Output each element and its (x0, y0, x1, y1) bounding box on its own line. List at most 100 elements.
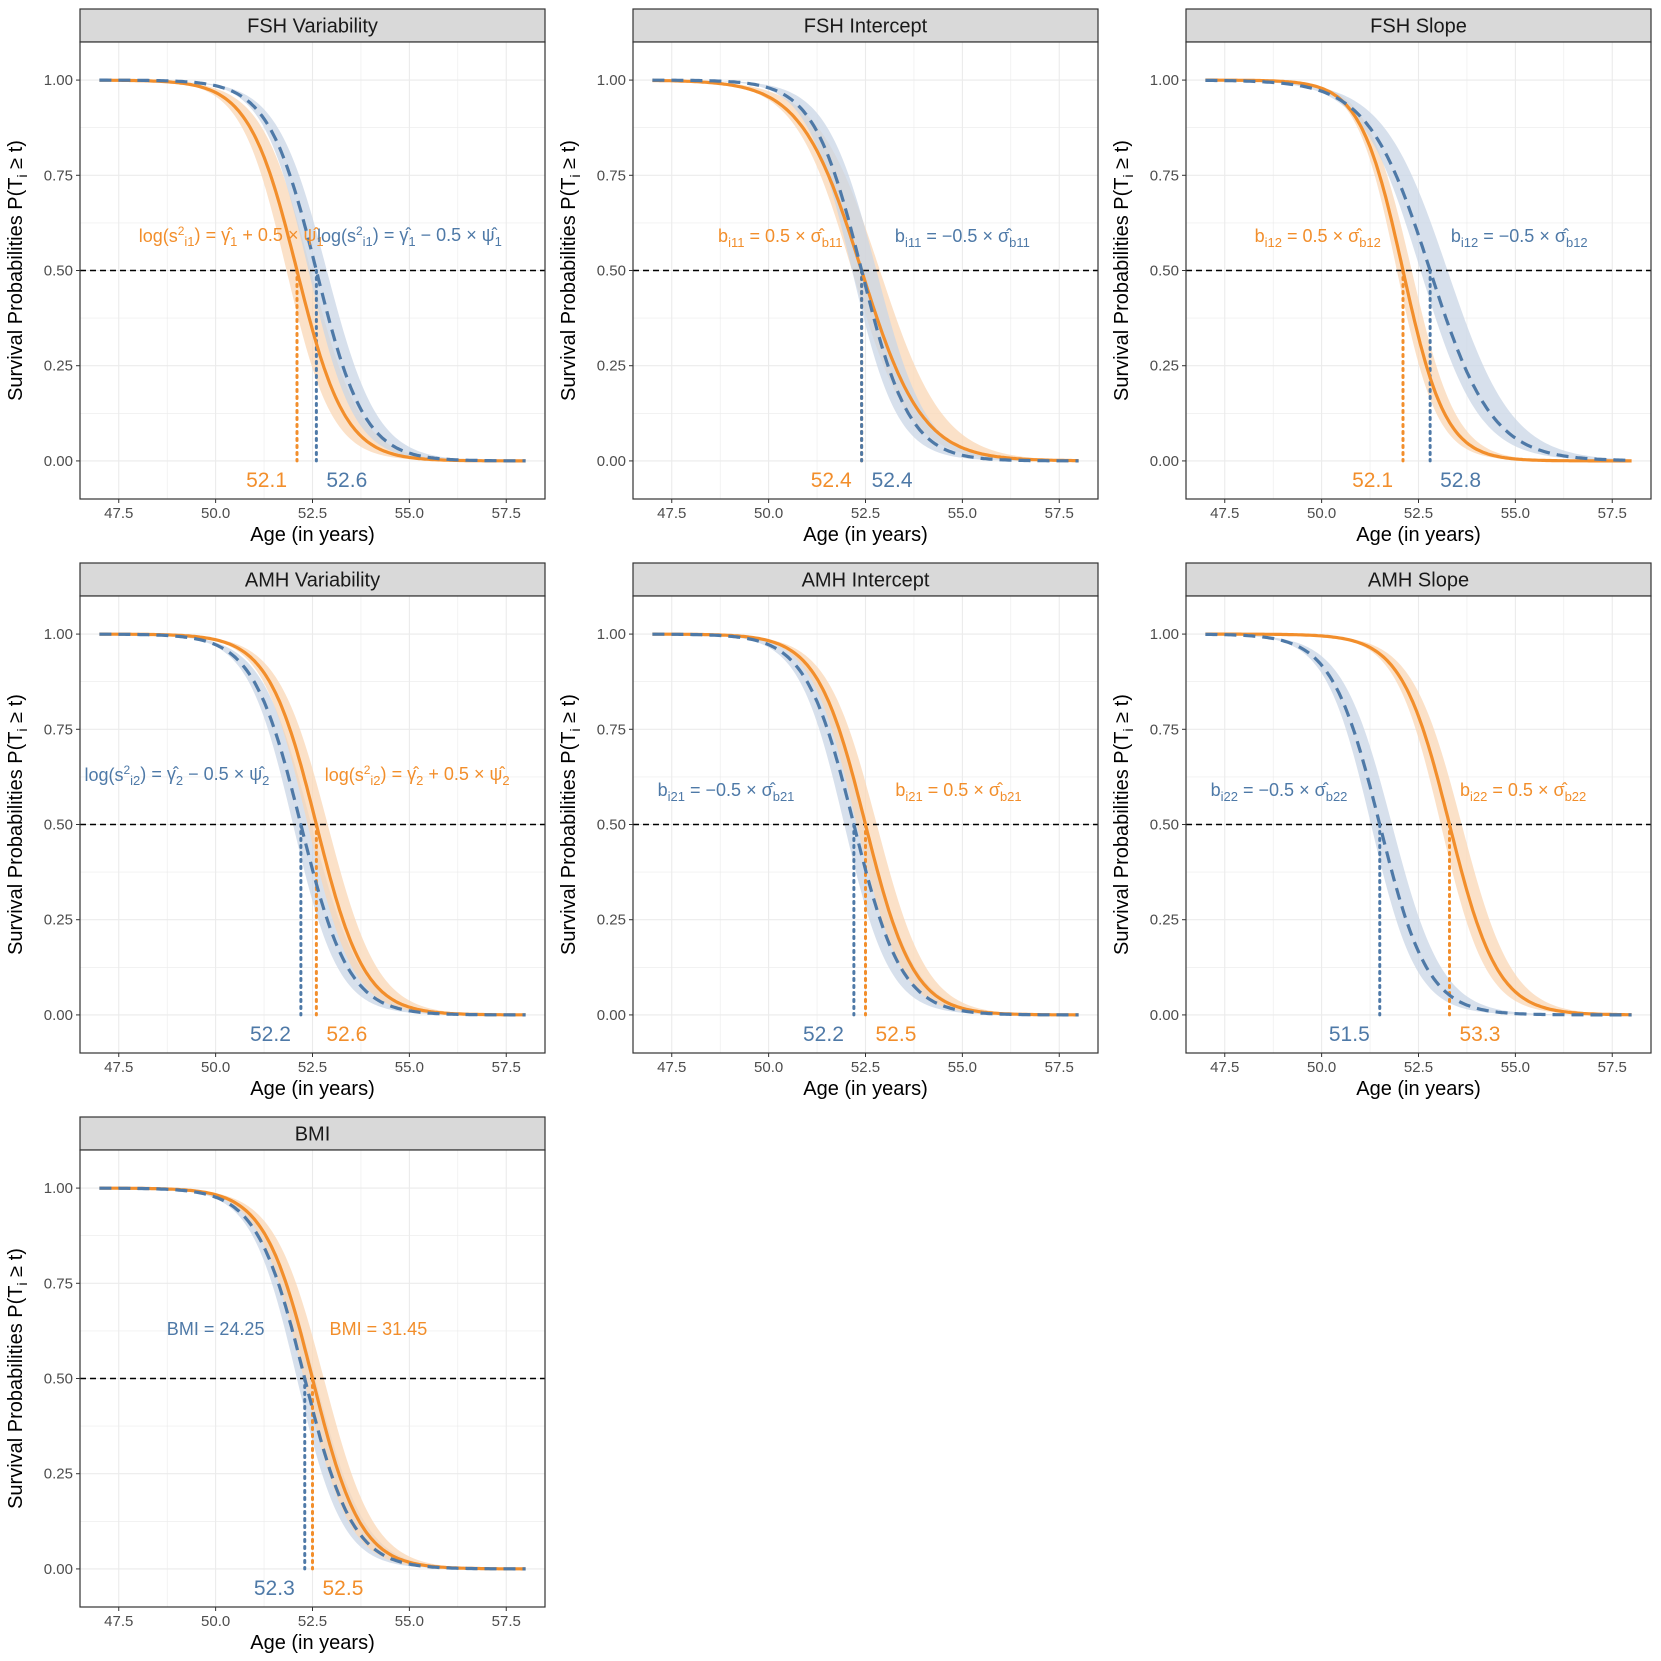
x-tick-label: 57.5 (1598, 505, 1627, 522)
y-tick-label: 0.50 (44, 263, 73, 280)
series-annotation: bi12 = 0.5 × σ̂b12 (1255, 226, 1381, 250)
survival-curve-blue (652, 78, 1079, 463)
y-tick-label: 0.50 (597, 817, 626, 834)
x-tick-label: 55.0 (395, 1059, 424, 1076)
y-tick-label: 0.00 (597, 453, 626, 470)
panel-fsh-intercept: FSH Intercept 52.4 52.4 bi11 = 0.5 × σ̂b11 b… (558, 8, 1099, 546)
facet-strip (632, 562, 1099, 597)
median-value-label: 52.1 (246, 469, 287, 492)
x-tick-label: 47.5 (657, 1059, 686, 1076)
median-value-label: 52.5 (876, 1023, 917, 1046)
x-tick-label: 50.0 (201, 1613, 230, 1630)
y-tick-label: 0.25 (1150, 358, 1179, 375)
series-annotation: BMI = 31.45 (330, 1319, 428, 1339)
x-tick-label: 57.5 (1045, 505, 1074, 522)
y-tick-label: 0.75 (44, 721, 73, 738)
survival-curve-orange (1205, 78, 1632, 463)
y-axis-title: Survival Probabilities P(Ti ≥ t) (558, 140, 583, 401)
series-annotation: bi22 = −0.5 × σ̂b22 (1211, 780, 1348, 804)
series-annotation: BMI = 24.25 (167, 1319, 265, 1339)
y-tick-label: 1.00 (44, 626, 73, 643)
panel-fsh-slope: FSH Slope 52.1 52.8 bi12 = 0.5 × σ̂b12 bi12 … (1111, 8, 1652, 546)
median-value-label: 52.8 (1440, 469, 1481, 492)
y-axis-title: Survival Probabilities P(Ti ≥ t) (5, 1248, 30, 1509)
facet-strip (79, 562, 546, 597)
y-tick-label: 0.00 (44, 1561, 73, 1578)
series-annotation: bi21 = −0.5 × σ̂b21 (658, 780, 795, 804)
x-tick-label: 57.5 (1045, 1059, 1074, 1076)
x-tick-label: 50.0 (201, 505, 230, 522)
x-tick-label: 57.5 (1598, 1059, 1627, 1076)
x-tick-label: 47.5 (104, 1059, 133, 1076)
y-tick-label: 0.75 (1150, 721, 1179, 738)
series-annotation: bi12 = −0.5 × σ̂b12 (1451, 226, 1588, 250)
series-annotation: bi22 = 0.5 × σ̂b22 (1460, 780, 1586, 804)
median-value-label: 52.1 (1352, 469, 1393, 492)
x-axis-title: Age (in years) (250, 1632, 375, 1654)
x-tick-label: 50.0 (754, 505, 783, 522)
series-annotation: log(s2i2) = γ̂2 + 0.5 × ψ̂2 (325, 763, 510, 788)
x-axis-title: Age (in years) (1356, 524, 1481, 546)
y-tick-label: 0.25 (1150, 912, 1179, 929)
x-tick-label: 57.5 (492, 505, 521, 522)
y-tick-label: 0.00 (1150, 1007, 1179, 1024)
y-axis-title: Survival Probabilities P(Ti ≥ t) (558, 694, 583, 955)
x-tick-label: 52.5 (298, 1059, 327, 1076)
y-tick-label: 0.50 (1150, 263, 1179, 280)
y-tick-label: 0.00 (44, 453, 73, 470)
y-tick-label: 0.75 (44, 1275, 73, 1292)
x-tick-label: 50.0 (201, 1059, 230, 1076)
facet-title: BMI (295, 1124, 331, 1146)
y-tick-label: 0.00 (1150, 453, 1179, 470)
y-tick-label: 0.50 (1150, 817, 1179, 834)
x-tick-label: 50.0 (1307, 505, 1336, 522)
x-axis-title: Age (in years) (250, 1078, 375, 1100)
median-value-label: 52.6 (326, 1023, 367, 1046)
x-axis-title: Age (in years) (1356, 1078, 1481, 1100)
survival-curve-blue (99, 1186, 526, 1571)
series-annotation: log(s2i1) = γ̂1 + 0.5 × ψ̂1 (139, 224, 324, 249)
x-tick-label: 57.5 (492, 1613, 521, 1630)
median-value-label: 52.2 (250, 1023, 291, 1046)
y-tick-label: 0.50 (44, 1371, 73, 1388)
median-value-label: 52.6 (326, 469, 367, 492)
x-axis-title: Age (in years) (803, 524, 928, 546)
series-annotation: bi21 = 0.5 × σ̂b21 (895, 780, 1021, 804)
y-tick-label: 0.00 (44, 1007, 73, 1024)
facet-strip (79, 1116, 546, 1151)
facet-title: AMH Slope (1368, 570, 1469, 592)
confidence-band-blue (1205, 634, 1632, 1015)
panel-amh-variability: AMH Variability 52.2 52.6 log(s2i2) = γ̂2 −… (5, 562, 546, 1100)
series-annotation: log(s2i2) = γ̂2 − 0.5 × ψ̂2 (84, 763, 269, 788)
facet-title: AMH Intercept (802, 570, 930, 592)
facet-strip (79, 8, 546, 43)
x-tick-label: 52.5 (1404, 1059, 1433, 1076)
x-tick-label: 47.5 (104, 1613, 133, 1630)
x-axis-title: Age (in years) (250, 524, 375, 546)
panel-fsh-variability: FSH Variability 52.1 52.6 log(s2i1) = γ̂1 +… (5, 8, 546, 546)
x-tick-label: 55.0 (395, 505, 424, 522)
y-tick-label: 0.75 (597, 167, 626, 184)
median-value-label: 52.2 (803, 1023, 844, 1046)
facet-strip (1185, 562, 1652, 597)
y-tick-label: 0.25 (44, 912, 73, 929)
y-tick-label: 0.75 (44, 167, 73, 184)
y-tick-label: 1.00 (597, 72, 626, 89)
y-tick-label: 0.25 (597, 358, 626, 375)
x-tick-label: 57.5 (492, 1059, 521, 1076)
facet-title: FSH Intercept (804, 16, 928, 38)
x-tick-label: 55.0 (948, 505, 977, 522)
x-axis-title: Age (in years) (803, 1078, 928, 1100)
x-tick-label: 55.0 (948, 1059, 977, 1076)
median-value-label: 52.5 (323, 1577, 364, 1600)
y-tick-label: 0.25 (44, 1466, 73, 1483)
survival-curve-blue (652, 632, 1079, 1017)
x-tick-label: 47.5 (104, 505, 133, 522)
y-axis-title: Survival Probabilities P(Ti ≥ t) (1111, 694, 1136, 955)
y-tick-label: 1.00 (1150, 626, 1179, 643)
facet-title: FSH Variability (247, 16, 378, 38)
facet-title: AMH Variability (245, 570, 380, 592)
x-tick-label: 52.5 (851, 1059, 880, 1076)
series-annotation: bi11 = −0.5 × σ̂b11 (895, 226, 1030, 250)
